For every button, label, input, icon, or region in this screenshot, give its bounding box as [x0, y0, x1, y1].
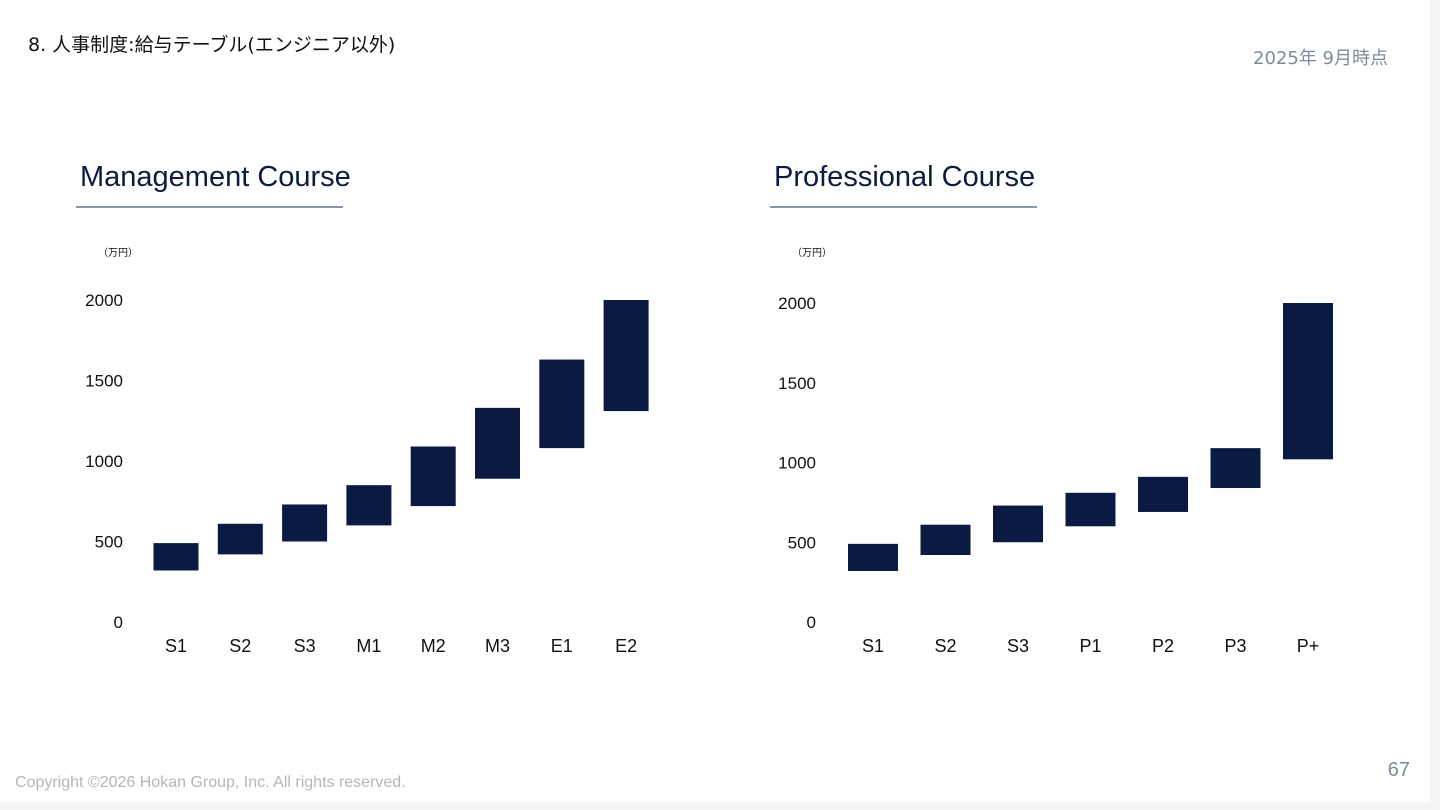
salary-range-bar: [603, 300, 649, 412]
x-category-label: M3: [485, 636, 510, 656]
y-unit-label: （万円）: [98, 247, 138, 259]
page-number: 67: [1387, 759, 1410, 781]
salary-range-bar: [410, 446, 456, 507]
x-category-label: S1: [165, 636, 187, 656]
salary-range-bar: [153, 543, 199, 571]
salary-range-bar: [1065, 492, 1116, 527]
x-category-label: S2: [934, 636, 956, 656]
y-tick-label: 2000: [85, 291, 123, 310]
x-category-label: S3: [294, 636, 316, 656]
salary-range-bar: [346, 485, 392, 526]
salary-range-bar: [848, 543, 898, 571]
management-course-title: Management Course: [76, 155, 351, 208]
salary-range-bar: [1210, 448, 1261, 489]
y-tick-label: 1000: [85, 452, 123, 471]
x-category-label: M1: [356, 636, 381, 656]
x-category-label: S1: [862, 636, 884, 656]
salary-range-bar: [282, 504, 328, 542]
x-category-label: M2: [421, 636, 446, 656]
y-tick-label: 1500: [85, 372, 123, 391]
y-tick-label: 1500: [778, 374, 816, 393]
salary-range-bar: [1138, 476, 1188, 512]
x-category-label: E2: [615, 636, 637, 656]
date-stamp: 2025年 9月時点: [1253, 48, 1388, 69]
salary-range-bar: [920, 524, 971, 556]
salary-range-bar: [217, 523, 263, 555]
management-course-chart: （万円） 0 500 1000 1500 2000 S1 S2 S3 M1 M2 M3 E1 E2: [85, 247, 649, 656]
page-title: 8. 人事制度:給与テーブル(エンジニア以外): [28, 34, 396, 56]
y-tick-label: 500: [95, 533, 123, 552]
salary-range-bar: [1283, 303, 1333, 460]
professional-course-chart: （万円） 0 500 1000 1500 2000 S1 S2 S3 P1 P2 P3 P+: [778, 247, 1333, 656]
y-tick-label: 0: [807, 613, 816, 632]
x-category-label: P+: [1297, 636, 1320, 656]
salary-range-bar: [475, 407, 520, 479]
salary-range-bar: [539, 359, 585, 449]
salary-range-bar: [993, 505, 1043, 543]
y-tick-label: 500: [788, 533, 816, 552]
x-category-label: P3: [1224, 636, 1246, 656]
x-category-label: P1: [1079, 636, 1101, 656]
x-category-label: P2: [1152, 636, 1174, 656]
professional-course-panel: Professional Course （万円） 0 500 1000 1500 2000…: [770, 155, 1430, 656]
copyright-text: Copyright ©2026 Hokan Group, Inc. All ri…: [15, 774, 406, 791]
x-category-label: S2: [229, 636, 251, 656]
x-category-label: E1: [551, 636, 573, 656]
y-tick-label: 1000: [778, 454, 816, 473]
professional-course-title: Professional Course: [770, 155, 1037, 208]
y-unit-label: （万円）: [792, 247, 832, 259]
x-category-label: S3: [1007, 636, 1029, 656]
y-tick-label: 2000: [778, 294, 816, 313]
management-course-panel: Management Course （万円） 0 500 1000 1500 2000 S1…: [76, 155, 736, 656]
y-tick-label: 0: [114, 613, 123, 632]
